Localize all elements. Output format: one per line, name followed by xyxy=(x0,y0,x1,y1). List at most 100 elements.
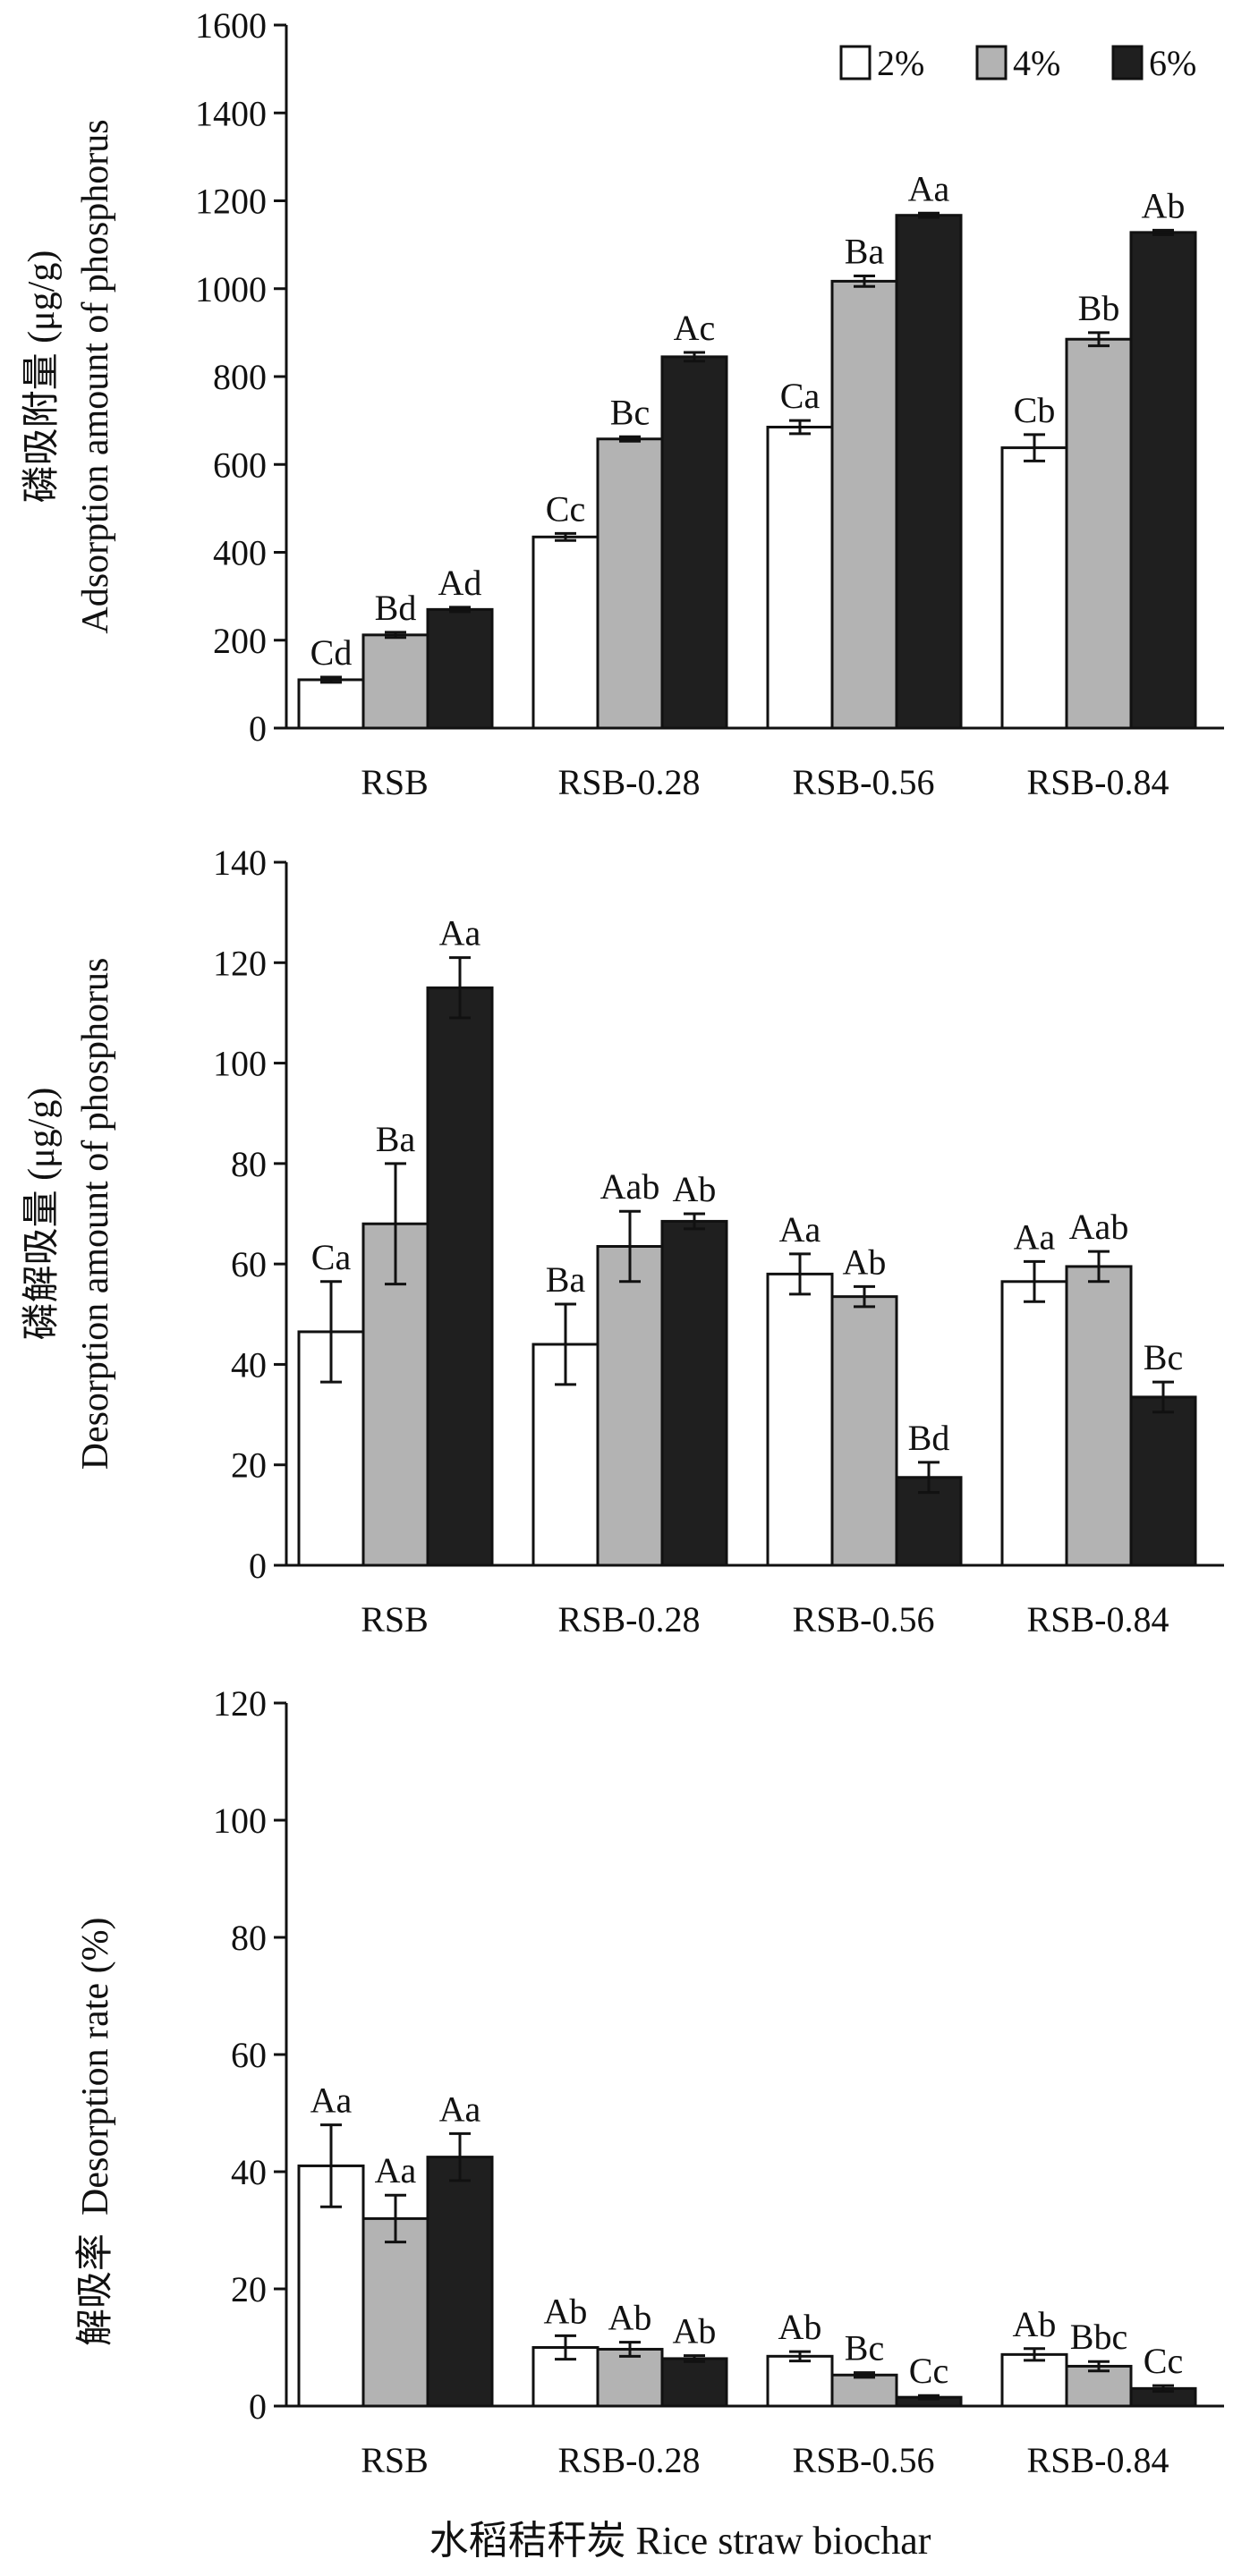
bar-4pct-rsb-056 xyxy=(830,1295,898,1567)
significance-label: Ab xyxy=(1013,2304,1057,2344)
significance-label: Aab xyxy=(600,1166,660,1207)
y-axis-label-en: Desorption amount of phosphorus xyxy=(75,958,116,1470)
y-tick-label: 800 xyxy=(213,357,267,397)
x-tick-label: RSB-0.84 xyxy=(1027,762,1169,802)
significance-label: Ad xyxy=(438,563,482,603)
significance-label: Aa xyxy=(1014,1216,1056,1257)
bar-4pct-rsb-028 xyxy=(596,2347,664,2408)
x-tick-label: RSB xyxy=(361,2440,429,2480)
bar-6pct-rsb-084 xyxy=(1129,231,1197,730)
chart-panel-1: 0 200 400 600 800 1000 1200 1400 1600 磷吸附量 (μg/g)… xyxy=(21,5,1224,802)
significance-label: Ba xyxy=(845,232,885,272)
y-tick-label: 140 xyxy=(213,843,267,883)
bar-6pct-rsb xyxy=(426,2156,494,2408)
bar-6pct-rsb-084 xyxy=(1129,1395,1197,1567)
significance-label: Aa xyxy=(439,2089,481,2129)
significance-label: Bbc xyxy=(1070,2317,1127,2357)
significance-label: Cd xyxy=(310,632,353,673)
bar-2pct-rsb-028 xyxy=(531,535,599,730)
bar-6pct-rsb xyxy=(426,607,494,730)
significance-label: Ab xyxy=(673,1169,717,1209)
significance-label: Ba xyxy=(376,1119,416,1159)
bar-6pct-rsb-056 xyxy=(895,214,963,730)
bar-4pct-rsb-028 xyxy=(596,1244,664,1567)
bar-4pct-rsb-084 xyxy=(1065,2364,1133,2408)
significance-label: Bd xyxy=(375,588,417,628)
x-tick-label: RSB-0.56 xyxy=(793,762,935,802)
y-axis-label-cn: 磷吸附量 (μg/g) xyxy=(21,250,63,504)
chart-panel-2: 0 20 40 60 80 100 120 140 磷解吸量 (μg/g) Desorption … xyxy=(21,843,1224,1640)
significance-label: Ca xyxy=(780,376,821,416)
bar-4pct-rsb xyxy=(361,633,429,730)
y-tick-label: 600 xyxy=(213,445,267,485)
significance-label: Bb xyxy=(1078,288,1120,328)
y-tick-label: 120 xyxy=(213,1683,267,1724)
significance-label: Ab xyxy=(778,2307,822,2347)
x-tick-label: RSB xyxy=(361,1599,429,1640)
legend-swatch xyxy=(1111,45,1144,80)
significance-label: Aa xyxy=(439,913,481,953)
significance-label: Ab xyxy=(608,2298,652,2338)
bar-4pct-rsb-056 xyxy=(830,2373,898,2408)
bar-2pct-rsb-056 xyxy=(766,425,834,730)
x-tick-label: RSB-0.56 xyxy=(793,2440,935,2480)
significance-label: Ab xyxy=(1142,185,1186,225)
x-tick-label: RSB xyxy=(361,762,429,802)
y-tick-label: 120 xyxy=(213,943,267,983)
y-axis-label-cn: 解吸率 xyxy=(74,2233,116,2346)
y-tick-label: 60 xyxy=(231,1244,267,1284)
bar-6pct-rsb-028 xyxy=(660,1219,728,1567)
y-tick-label: 40 xyxy=(231,2152,267,2192)
x-tick-label: RSB-0.84 xyxy=(1027,1599,1169,1640)
y-axis-label-cn: 磷解吸量 (μg/g) xyxy=(21,1088,63,1341)
significance-label: Bc xyxy=(845,2328,884,2368)
bar-2pct-rsb-084 xyxy=(1000,1280,1068,1567)
significance-label: Ca xyxy=(311,1237,352,1277)
bar-4pct-rsb-028 xyxy=(596,437,664,730)
bar-2pct-rsb-056 xyxy=(766,1272,834,1567)
significance-label: Cc xyxy=(1144,2341,1183,2381)
y-tick-label: 0 xyxy=(249,1546,267,1586)
significance-label: Ab xyxy=(544,2291,588,2331)
bar-6pct-rsb-028 xyxy=(660,2357,728,2408)
significance-label: Aab xyxy=(1069,1207,1129,1247)
y-tick-label: 200 xyxy=(213,621,267,661)
significance-label: Ac xyxy=(674,308,716,348)
x-tick-label: RSB-0.84 xyxy=(1027,2440,1169,2480)
y-tick-label: 80 xyxy=(231,1918,267,1958)
y-axis-label-en: Adsorption amount of phosphorus xyxy=(75,119,116,633)
bar-4pct-rsb-084 xyxy=(1065,337,1133,730)
y-tick-label: 400 xyxy=(213,533,267,573)
bar-2pct-rsb-056 xyxy=(766,2354,834,2408)
y-tick-label: 1400 xyxy=(195,93,267,133)
legend-swatch xyxy=(839,45,872,80)
bar-2pct-rsb-028 xyxy=(531,1343,599,1567)
significance-label: Aa xyxy=(779,1209,821,1250)
legend-swatch xyxy=(975,45,1008,80)
significance-label: Bd xyxy=(908,1418,950,1458)
bar-6pct-rsb xyxy=(426,986,494,1567)
y-axis-label-en: Desorption rate (%) xyxy=(75,1917,116,2216)
y-tick-label: 80 xyxy=(231,1144,267,1184)
y-tick-label: 40 xyxy=(231,1344,267,1385)
significance-label: Aa xyxy=(310,2080,353,2121)
y-tick-label: 100 xyxy=(213,1801,267,1841)
significance-label: Aa xyxy=(375,2150,417,2190)
chart-panel-3: 0 20 40 60 80 100 120 解吸率 Desorption rate (%) Aa A… xyxy=(74,1683,1224,2480)
bar-2pct-rsb-084 xyxy=(1000,446,1068,730)
significance-label: Bc xyxy=(610,392,650,432)
bar-2pct-rsb xyxy=(297,678,365,730)
bar-4pct-rsb xyxy=(361,2216,429,2408)
bar-4pct-rsb-084 xyxy=(1065,1265,1133,1567)
significance-label: Bc xyxy=(1144,1337,1183,1377)
bar-6pct-rsb-028 xyxy=(660,355,728,730)
legend-item-2: 4% xyxy=(975,43,1060,83)
legend-label: 2% xyxy=(877,43,924,83)
x-tick-label: RSB-0.28 xyxy=(558,1599,701,1640)
legend-label: 6% xyxy=(1149,43,1196,83)
x-tick-label: RSB-0.56 xyxy=(793,1599,935,1640)
significance-label: Ab xyxy=(843,1241,887,1282)
y-tick-label: 0 xyxy=(249,708,267,749)
legend-item-1: 2% xyxy=(839,43,924,83)
